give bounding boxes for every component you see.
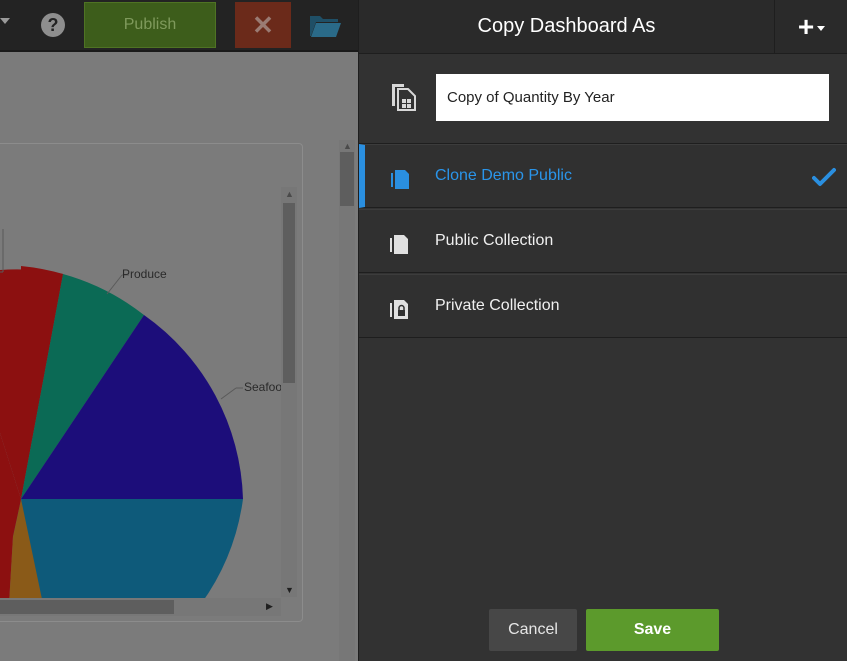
copy-dashboard-icon: [392, 84, 416, 111]
plus-icon: +: [797, 10, 815, 42]
pie-slice-teal: [21, 274, 144, 499]
scroll-up-arrow-icon[interactable]: ▲: [343, 141, 352, 151]
checkmark-icon: [812, 168, 836, 186]
pie-chart: [0, 229, 243, 604]
scroll-right-arrow-icon[interactable]: ▶: [266, 601, 273, 611]
question-circle-icon[interactable]: ?: [41, 13, 65, 37]
copy-dashboard-dialog: Copy Dashboard As + Clone Demo Public: [358, 0, 847, 661]
background-app: Produce Seafoo ▲ ▼ ▶ ▲ ? Publish ✕: [0, 0, 358, 661]
dashboard-name-row: [359, 54, 847, 144]
collection-label: Public Collection: [435, 232, 554, 249]
pie-slice-navy: [21, 315, 243, 499]
pie-label-produce: Produce: [122, 267, 167, 281]
page-vertical-scrollbar[interactable]: ▲: [339, 140, 355, 661]
scrollbar-thumb[interactable]: [283, 203, 295, 383]
chart-horizontal-scrollbar[interactable]: ▶: [0, 598, 281, 616]
top-toolbar: ? Publish ✕: [0, 0, 358, 52]
dialog-header: Copy Dashboard As +: [359, 0, 847, 54]
close-x-icon: ✕: [252, 9, 274, 40]
produce-leader-line: [106, 274, 123, 295]
chevron-down-icon[interactable]: [0, 18, 10, 24]
pie-slice-left: [0, 433, 21, 604]
scrollbar-thumb[interactable]: [0, 600, 174, 614]
scrollbar-thumb[interactable]: [340, 152, 354, 206]
scroll-up-arrow-icon[interactable]: ▲: [285, 189, 294, 199]
dialog-title: Copy Dashboard As: [477, 15, 656, 37]
collection-item-public-collection[interactable]: Public Collection: [359, 209, 847, 273]
pie-slice-orange: [9, 499, 43, 604]
publish-button[interactable]: Publish: [84, 2, 216, 48]
chart-widget: Produce Seafoo: [0, 143, 303, 622]
pie-slice-red-main: [0, 269, 63, 499]
chevron-down-icon: [817, 26, 826, 31]
add-collection-button[interactable]: +: [774, 0, 847, 53]
document-icon: [390, 235, 408, 254]
collection-label: Clone Demo Public: [435, 167, 572, 184]
scroll-down-arrow-icon[interactable]: ▼: [285, 585, 294, 595]
document-icon: [391, 170, 409, 189]
locked-document-icon: [390, 300, 408, 319]
folder-open-icon[interactable]: [308, 12, 342, 38]
seafood-leader-line: [220, 387, 237, 400]
collection-label: Private Collection: [435, 297, 560, 314]
pie-slice-blue: [21, 499, 243, 604]
pie-label-seafood: Seafoo: [244, 380, 283, 394]
chart-vertical-scrollbar[interactable]: ▲ ▼: [281, 187, 297, 597]
collection-item-clone-demo-public[interactable]: Clone Demo Public: [359, 144, 847, 208]
collection-item-private-collection[interactable]: Private Collection: [359, 274, 847, 338]
cancel-button[interactable]: Cancel: [489, 609, 577, 651]
close-button[interactable]: ✕: [235, 2, 291, 48]
dashboard-name-input[interactable]: [436, 74, 829, 121]
save-button[interactable]: Save: [586, 609, 719, 651]
